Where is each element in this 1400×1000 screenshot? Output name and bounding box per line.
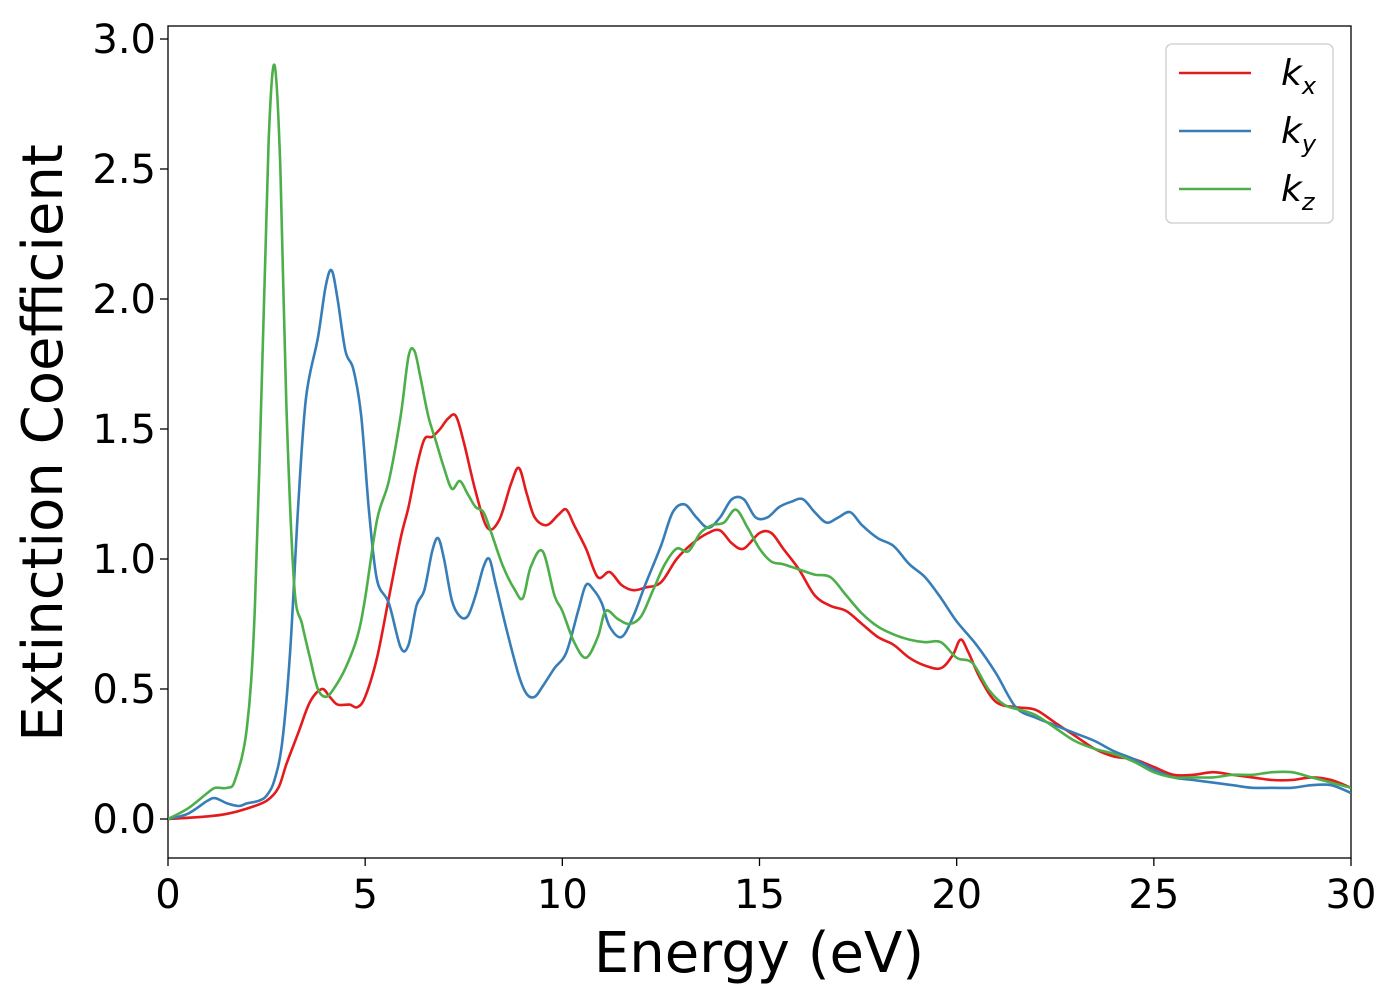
- legend-label-kz: kz: [1281, 169, 1316, 216]
- series-layer: [168, 63, 1351, 821]
- x-tick-label: 10: [537, 872, 588, 918]
- y-tick-label: 2.5: [92, 147, 156, 193]
- y-tick-label: 0.0: [92, 797, 156, 843]
- x-tick-label: 0: [155, 872, 180, 918]
- y-tick-label: 3.0: [92, 17, 156, 63]
- y-axis-label: Extinction Coefficient: [11, 144, 76, 742]
- y-tick-label: 0.5: [92, 667, 156, 713]
- y-axis-ticks: 0.0 0.5 1.0 1.5 2.0 2.5 3.0: [92, 17, 168, 843]
- series-line-ky: [168, 268, 1351, 821]
- x-tick-label: 15: [734, 872, 785, 918]
- series-line-kx: [168, 413, 1351, 821]
- x-tick-label: 5: [352, 872, 377, 918]
- x-tick-label: 30: [1326, 872, 1377, 918]
- y-tick-label: 2.0: [92, 277, 156, 323]
- legend-box: [1165, 43, 1334, 224]
- x-tick-label: 25: [1128, 872, 1179, 918]
- x-tick-label: 20: [931, 872, 982, 918]
- series-line-kz: [168, 63, 1351, 821]
- y-tick-label: 1.5: [92, 407, 156, 453]
- y-tick-label: 1.0: [92, 537, 156, 583]
- x-axis-label: Energy (eV): [594, 921, 924, 986]
- x-axis-ticks: 0 5 10 15 20 25 30: [155, 858, 1376, 918]
